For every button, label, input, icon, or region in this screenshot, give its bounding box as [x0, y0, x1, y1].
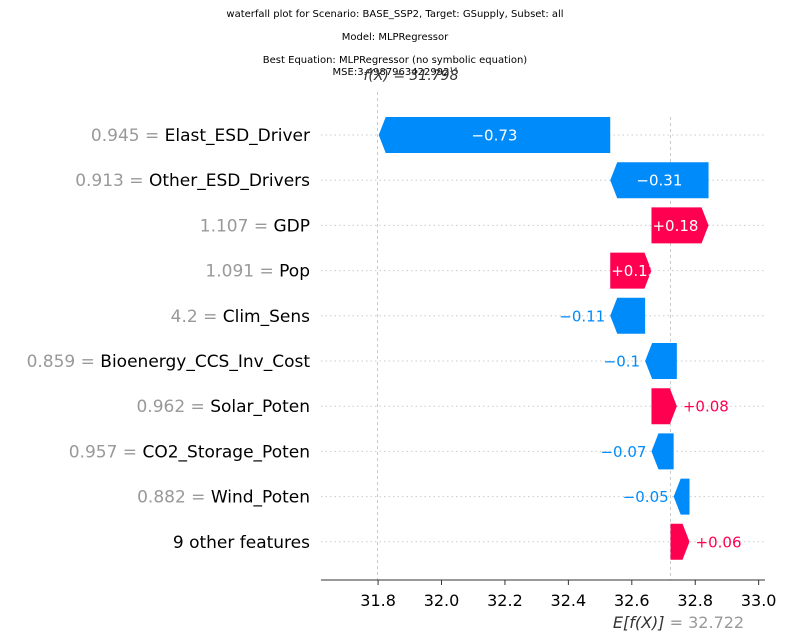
feature-value: 1.091 =	[205, 262, 279, 282]
feature-label: 9 other features	[173, 533, 310, 553]
x-tick-label: 31.8	[360, 591, 396, 610]
feature-value: 4.2 =	[171, 307, 223, 327]
feature-value: 0.913 =	[75, 171, 149, 191]
x-tick-label: 33.0	[741, 591, 777, 610]
feature-value: 0.957 =	[69, 442, 143, 462]
waterfall-bar	[670, 523, 690, 560]
feature-name: Clim_Sens	[223, 307, 310, 327]
waterfall-bar	[673, 478, 690, 515]
feature-label: 0.882 = Wind_Poten	[137, 488, 310, 508]
waterfall-bar	[610, 252, 652, 289]
feature-value: 1.107 =	[200, 216, 274, 236]
waterfall-bar	[651, 433, 674, 470]
feature-value: 0.962 =	[136, 397, 210, 417]
waterfall-bar	[610, 162, 709, 199]
waterfall-bar	[645, 343, 677, 379]
x-tick-label: 32.8	[677, 591, 713, 610]
bar-value-label: −0.05	[623, 488, 669, 506]
bar-value-label: −0.31	[636, 172, 682, 190]
bar-value-label: −0.07	[600, 443, 646, 461]
feature-name: 9 other features	[173, 533, 310, 553]
feature-name: Pop	[279, 262, 310, 282]
expected-value-number: = 32.722	[670, 613, 744, 632]
x-tick-label: 32.2	[487, 591, 523, 610]
feature-value: 0.882 =	[137, 488, 211, 508]
feature-label: 1.107 = GDP	[200, 216, 310, 236]
feature-value: 0.945 =	[91, 126, 165, 146]
feature-label: 1.091 = Pop	[205, 262, 310, 282]
chart-subtitle-model: Model: MLPRegressor	[341, 32, 449, 43]
expected-value-label: E[f(X)] = 32.722	[613, 613, 744, 632]
bar-value-label: +0.06	[696, 533, 742, 551]
waterfall-bar	[610, 297, 646, 334]
bar-value-label: −0.11	[559, 307, 605, 325]
feature-name: GDP	[273, 216, 310, 236]
feature-name: Wind_Poten	[211, 488, 310, 508]
x-tick-label: 32.0	[424, 591, 460, 610]
bar-value-label: +0.18	[652, 217, 698, 235]
waterfall-bar	[378, 117, 611, 153]
feature-name: Other_ESD_Drivers	[149, 171, 310, 191]
feature-name: Elast_ESD_Driver	[165, 126, 310, 146]
feature-value: 0.859 =	[27, 352, 101, 372]
bar-value-label: +0.13	[611, 262, 657, 280]
x-tick-label: 32.4	[551, 591, 587, 610]
feature-name: Solar_Poten	[210, 397, 310, 417]
waterfall-bar	[651, 207, 709, 244]
fx-label: f(X) = 31.798	[363, 68, 458, 84]
expected-value-symbol: E[f(X)]	[613, 613, 670, 632]
bar-value-label: +0.08	[683, 398, 729, 416]
feature-label: 0.962 = Solar_Poten	[136, 397, 310, 417]
x-tick-label: 32.6	[614, 591, 650, 610]
waterfall-bar	[651, 388, 677, 425]
bar-value-label: −0.73	[471, 127, 517, 145]
feature-label: 4.2 = Clim_Sens	[171, 307, 310, 327]
feature-name: Bioenergy_CCS_Inv_Cost	[100, 352, 310, 372]
feature-label: 0.945 = Elast_ESD_Driver	[91, 126, 310, 146]
chart-subtitle-mse: MSE:3.4987963422992¹⁴	[332, 67, 458, 78]
feature-label: 0.859 = Bioenergy_CCS_Inv_Cost	[27, 352, 311, 372]
bar-value-label: −0.1	[604, 353, 640, 371]
feature-label: 0.957 = CO2_Storage_Poten	[69, 442, 310, 462]
feature-label: 0.913 = Other_ESD_Drivers	[75, 171, 310, 191]
chart-title: waterfall plot for Scenario: BASE_SSP2, …	[226, 9, 564, 20]
feature-name: CO2_Storage_Poten	[142, 442, 310, 462]
chart-subtitle-equation: Best Equation: MLPRegressor (no symbolic…	[262, 55, 528, 66]
